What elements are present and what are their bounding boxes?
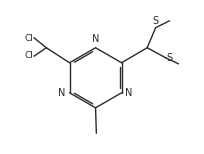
- Text: S: S: [152, 16, 158, 26]
- Text: Cl: Cl: [24, 51, 33, 60]
- Text: N: N: [91, 34, 99, 44]
- Text: Cl: Cl: [24, 34, 33, 43]
- Text: N: N: [125, 88, 132, 98]
- Text: S: S: [166, 53, 172, 63]
- Text: N: N: [58, 88, 65, 98]
